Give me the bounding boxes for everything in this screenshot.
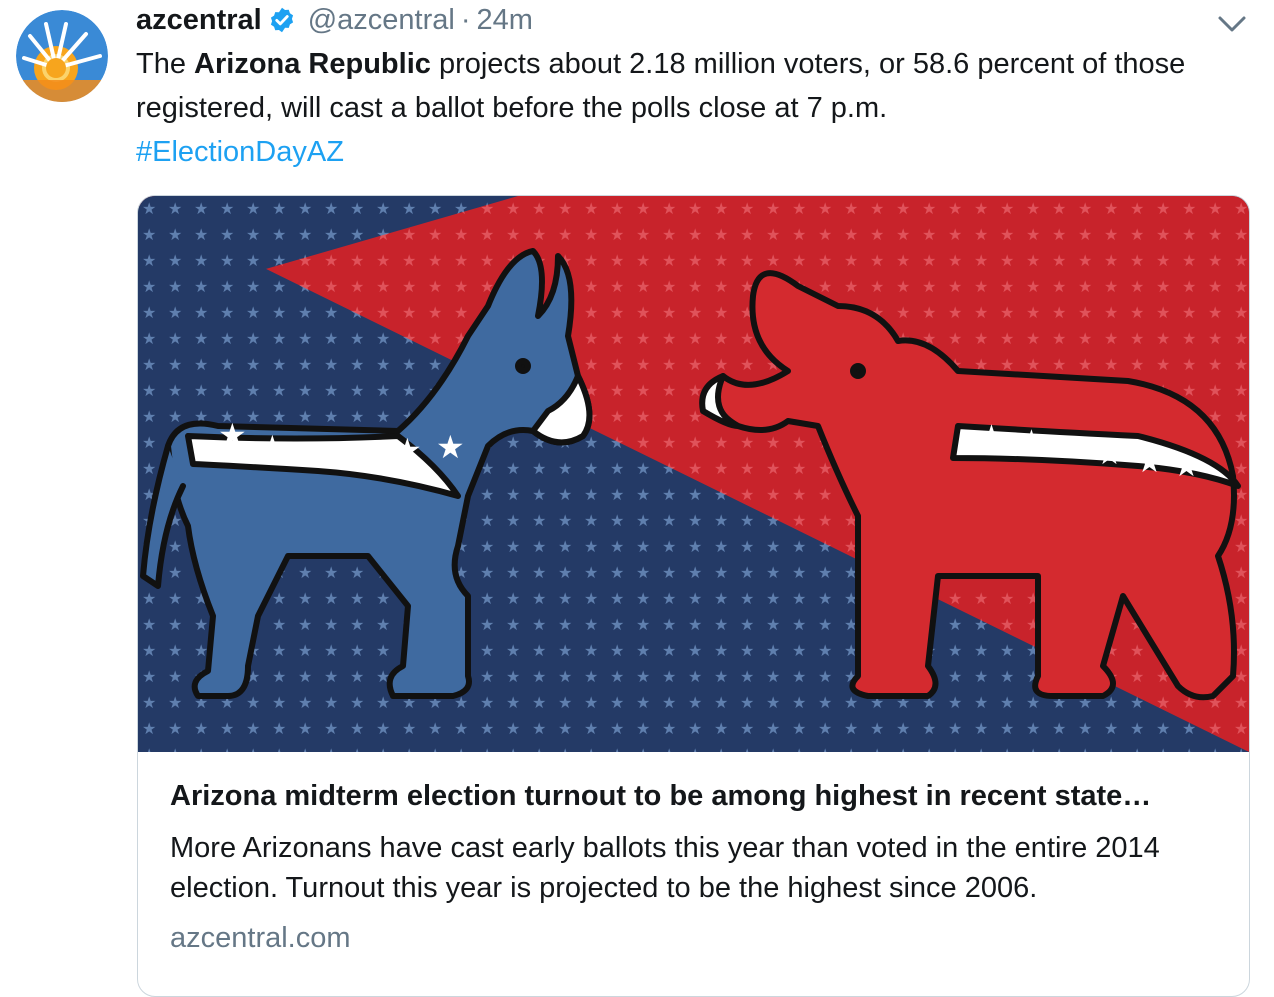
svg-text:★: ★	[1136, 445, 1163, 480]
svg-text:★: ★	[1018, 424, 1045, 459]
svg-text:★: ★	[436, 428, 465, 466]
tweet-text: The Arizona Republic projects about 2.18…	[136, 42, 1246, 174]
card-domain[interactable]: azcentral.com	[170, 922, 351, 954]
svg-text:★: ★	[1058, 431, 1085, 466]
svg-text:★: ★	[1096, 437, 1123, 472]
svg-text:★: ★	[1173, 449, 1200, 484]
svg-text:★: ★	[218, 416, 247, 454]
chevron-down-icon[interactable]	[1214, 8, 1250, 38]
verified-badge-icon	[268, 6, 296, 34]
donkey-illustration	[140, 248, 593, 699]
card-image[interactable]: ★ ★ ★ ★ ★ ★ ★ ★	[138, 196, 1249, 752]
azcentral-sun-logo	[16, 10, 108, 102]
elephant-illustration	[699, 270, 1241, 701]
svg-text:★: ★	[303, 436, 332, 474]
card-title[interactable]: Arizona midterm election turnout to be a…	[170, 780, 1152, 812]
avatar[interactable]	[16, 10, 108, 102]
hashtag-link[interactable]: #ElectionDayAZ	[136, 136, 344, 168]
separator-dot: ·	[460, 3, 471, 36]
author-handle[interactable]: @azcentral	[307, 3, 455, 36]
link-card[interactable]: ★ ★ ★ ★ ★ ★ ★ ★	[137, 195, 1250, 997]
tweet-timestamp[interactable]: 24m	[476, 3, 533, 36]
tweet-text-bold: Arizona Republic	[194, 48, 431, 80]
tweet-text-prefix: The	[136, 48, 195, 80]
svg-text:★: ★	[258, 428, 287, 466]
author-name[interactable]: azcentral	[136, 3, 262, 36]
svg-text:★: ★	[978, 419, 1005, 454]
svg-text:★: ★	[393, 431, 422, 469]
svg-text:★: ★	[348, 436, 377, 474]
card-description: More Arizonans have cast early ballots t…	[170, 832, 1160, 904]
tweet-header: azcentral @azcentral · 24m	[136, 2, 533, 38]
card-body[interactable]: Arizona midterm election turnout to be a…	[170, 778, 1230, 955]
tweet-text-body: projects about 2.18 million voters, or 5…	[136, 48, 1186, 124]
